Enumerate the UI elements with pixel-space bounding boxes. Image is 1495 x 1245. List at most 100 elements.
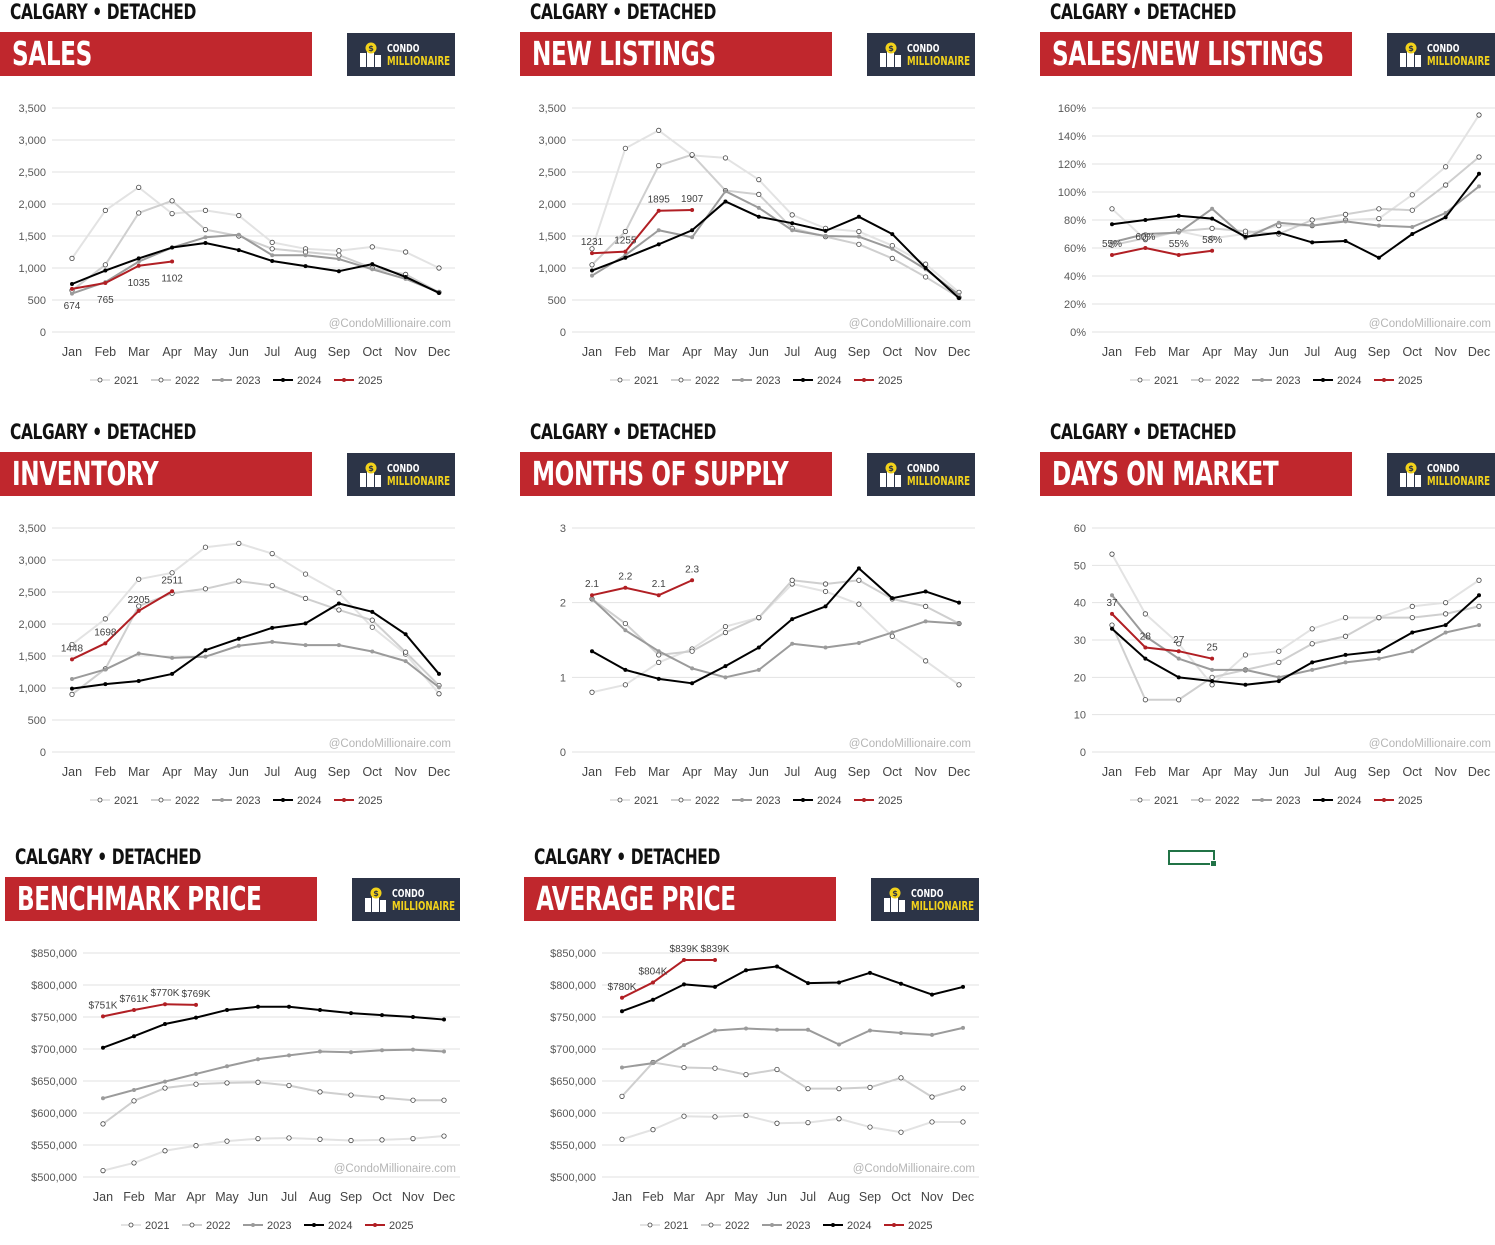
data-point-2024 (1210, 679, 1215, 684)
x-tick-label: Mar (648, 765, 670, 779)
data-point-2021 (856, 228, 862, 235)
x-tick-label: May (714, 345, 738, 359)
y-tick-label: 2,000 (18, 619, 46, 631)
fill-handle[interactable] (1210, 860, 1217, 867)
logo-line1: CONDO (907, 462, 940, 475)
building-icon: $ (360, 42, 381, 67)
x-tick-label: Oct (1403, 345, 1423, 359)
legend-marker-2022 (189, 1222, 195, 1228)
data-point-2022 (403, 649, 409, 655)
x-tick-label: Dec (1468, 345, 1490, 359)
data-point-2022 (805, 1086, 811, 1092)
data-point-2024 (744, 968, 748, 973)
y-tick-label: 1 (560, 672, 566, 684)
data-point-2024 (270, 258, 275, 263)
data-point-2024 (856, 214, 861, 219)
svg-text:$: $ (368, 464, 374, 473)
months-of-supply-chart: 0 1 2 3 Jan Feb Mar Apr May Jun Jul Aug Sep Oct Nov Dec… (560, 523, 975, 807)
legend-label: 2025 (1398, 795, 1422, 807)
x-tick-label: Jun (749, 765, 769, 779)
x-tick-label: Feb (123, 1190, 145, 1204)
y-tick-label: 0 (560, 327, 566, 339)
data-point-2022 (202, 227, 209, 233)
series-line-2023 (71, 640, 440, 689)
data-label-2025: $751K (89, 1000, 118, 1011)
data-label-2025: $839K (701, 944, 730, 955)
data-point-2021 (202, 544, 209, 550)
chart-panel-3: CALGARY • DETACHED INVENTORY $ CONDO MILLI… (0, 420, 470, 820)
legend-label: 2021 (634, 375, 658, 387)
data-point-2022 (1109, 622, 1115, 628)
data-point-2023 (318, 1049, 322, 1054)
data-point-2023 (380, 1048, 384, 1053)
y-tick-label: 3,000 (18, 555, 46, 567)
watermark: @CondoMillionaire.com (1369, 738, 1491, 750)
data-point-2024 (163, 1022, 167, 1027)
watermark: @CondoMillionaire.com (853, 1163, 975, 1175)
x-tick-label: Jan (93, 1190, 113, 1204)
x-tick-label: Dec (952, 1190, 974, 1204)
x-tick-label: Feb (642, 1190, 664, 1204)
logo-line1: CONDO (387, 462, 420, 475)
x-tick-label: Dec (433, 1190, 455, 1204)
x-tick-label: Mar (1168, 345, 1190, 359)
days-on-market-chart: 0 10 20 30 40 50 60 Jan Feb Mar Apr May Jun Jul Aug Sep… (1074, 523, 1495, 807)
data-point-2024 (318, 1007, 322, 1012)
y-tick-label: 0% (1070, 327, 1086, 339)
legend-marker-2023 (770, 1223, 774, 1227)
data-point-2023 (70, 677, 74, 682)
y-tick-label: 500 (548, 295, 566, 307)
data-point-2024 (651, 997, 655, 1002)
data-point-2023 (756, 667, 761, 672)
data-point-2021 (898, 1129, 904, 1135)
condo-millionaire-logo: $ CONDO MILLIONAIRE (347, 453, 455, 496)
x-tick-label: Nov (915, 765, 938, 779)
data-point-2022 (1443, 182, 1449, 188)
x-tick-label: Apr (705, 1190, 724, 1204)
data-point-2021 (403, 249, 409, 255)
data-point-2025 (163, 1002, 167, 1007)
panel-title: MONTHS OF SUPPLY (532, 454, 789, 493)
data-point-2022 (369, 617, 375, 623)
data-point-2025 (623, 249, 628, 254)
data-point-2022 (722, 629, 729, 636)
y-tick-label: 0 (1080, 747, 1086, 759)
y-tick-label: 20 (1074, 672, 1086, 684)
data-point-2022 (69, 691, 75, 697)
x-tick-label: Sep (340, 1190, 362, 1204)
series-line-2025 (1111, 247, 1213, 256)
y-tick-label: 50 (1074, 560, 1086, 572)
data-point-2025 (103, 641, 108, 646)
y-tick-label: 1,000 (18, 263, 46, 275)
data-point-2021 (379, 1137, 385, 1143)
data-point-2023 (203, 654, 208, 659)
data-point-2023 (856, 640, 861, 645)
data-point-2021 (722, 155, 729, 161)
x-tick-label: Jul (1304, 345, 1320, 359)
data-point-2023 (1143, 634, 1148, 639)
x-tick-label: Nov (1435, 345, 1458, 359)
data-point-2023 (775, 1027, 779, 1032)
data-point-2023 (1343, 660, 1348, 665)
data-point-2024 (203, 241, 208, 246)
data-point-2022 (889, 255, 895, 261)
legend-marker-2025 (342, 378, 346, 382)
logo-line2: MILLIONAIRE (387, 54, 451, 68)
data-point-2022 (619, 1093, 625, 1099)
data-point-2021 (722, 623, 729, 630)
data-point-2023 (349, 1050, 353, 1055)
legend-label: 2023 (267, 1220, 291, 1232)
data-point-2023 (1310, 667, 1315, 672)
building-icon: $ (1400, 462, 1421, 487)
data-point-2023 (623, 628, 628, 633)
data-point-2021 (956, 682, 962, 688)
panel-city: CALGARY • DETACHED (1050, 420, 1236, 444)
data-point-2021 (1209, 235, 1215, 241)
data-point-2021 (589, 246, 595, 252)
selected-spreadsheet-cell[interactable] (1168, 850, 1217, 867)
data-point-2023 (303, 253, 308, 258)
data-point-2023 (723, 675, 728, 680)
data-point-2024 (403, 632, 408, 637)
data-point-2021 (102, 616, 108, 622)
panel-title: SALES/NEW LISTINGS (1052, 34, 1324, 73)
